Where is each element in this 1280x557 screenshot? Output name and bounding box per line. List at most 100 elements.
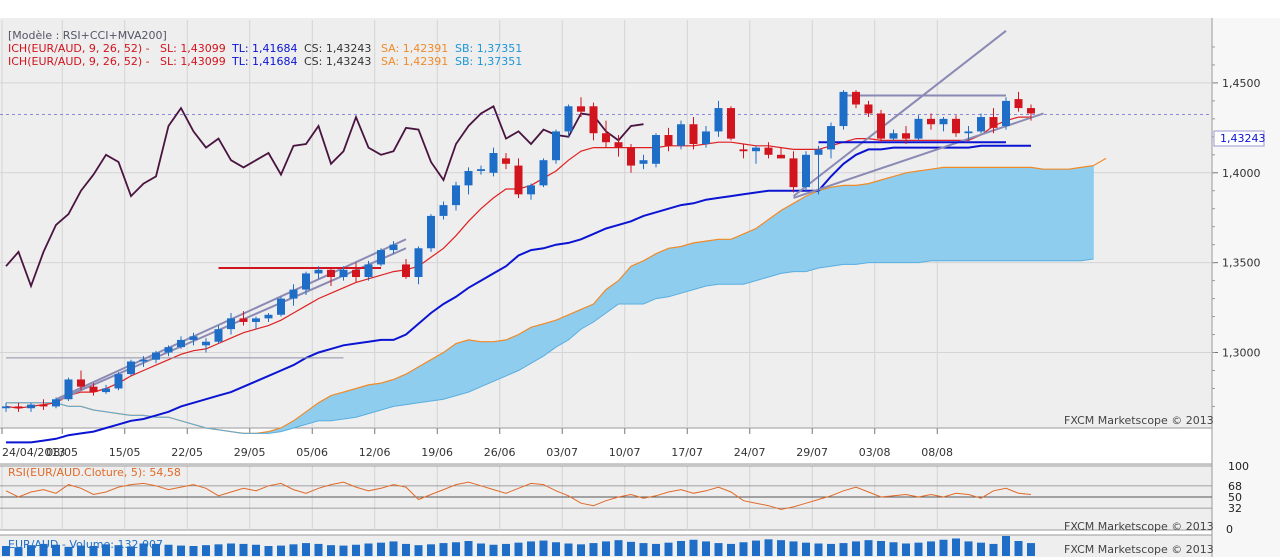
candle-body bbox=[502, 158, 510, 164]
cloud-segment-bullish bbox=[480, 341, 494, 388]
candle-body bbox=[539, 160, 548, 186]
candle bbox=[252, 316, 260, 330]
candle bbox=[389, 241, 398, 254]
volume-bar bbox=[1002, 536, 1010, 556]
candle bbox=[377, 248, 385, 267]
cloud-segment-bullish bbox=[343, 388, 357, 420]
candle bbox=[889, 129, 898, 141]
candle bbox=[864, 100, 873, 118]
volume-bar bbox=[989, 543, 998, 556]
cloud-segment-bullish bbox=[743, 228, 757, 285]
cloud-segment-bullish bbox=[918, 168, 932, 263]
candle-body bbox=[714, 108, 723, 132]
candle bbox=[264, 312, 273, 322]
cloud-segment-bullish bbox=[468, 339, 482, 393]
candle bbox=[77, 370, 85, 391]
cloud-segment-bullish bbox=[330, 391, 344, 422]
x-tick-label: 08/05 bbox=[46, 446, 78, 459]
volume-axis-zero: 0 bbox=[1226, 523, 1233, 536]
candle bbox=[852, 90, 860, 109]
candle bbox=[839, 90, 848, 130]
candle bbox=[477, 165, 485, 175]
candle-body bbox=[877, 113, 885, 139]
cloud-segment-bullish bbox=[430, 351, 444, 402]
cloud-segment-bullish bbox=[643, 253, 657, 305]
candle-body bbox=[439, 205, 448, 216]
candle-body bbox=[302, 273, 310, 290]
volume-bar bbox=[539, 540, 548, 556]
candle-body bbox=[852, 91, 860, 105]
candle bbox=[564, 104, 573, 137]
volume-bar bbox=[777, 540, 785, 556]
volume-bar bbox=[464, 541, 473, 556]
candle bbox=[89, 383, 98, 396]
ichimoku-sa-2: SA: 1,42391 bbox=[381, 55, 448, 68]
candle-body bbox=[252, 318, 260, 322]
candle-body bbox=[989, 117, 998, 128]
candle-body bbox=[939, 118, 948, 125]
cloud-segment-bullish bbox=[730, 233, 744, 285]
volume-bar bbox=[564, 543, 573, 556]
volume-bar bbox=[902, 543, 910, 556]
volume-bar bbox=[302, 543, 310, 556]
candle bbox=[814, 145, 823, 195]
x-tick-label: 15/05 bbox=[109, 446, 141, 459]
volume-bar bbox=[102, 544, 110, 556]
rsi-tick-label: 68 bbox=[1228, 480, 1242, 493]
cloud-segment-bullish bbox=[1030, 167, 1044, 262]
cloud-segment-bullish bbox=[380, 379, 394, 411]
volume-bar bbox=[39, 543, 48, 556]
y-tick-label: 1,4000 bbox=[1222, 167, 1261, 180]
candle bbox=[977, 113, 985, 134]
candle-body bbox=[702, 131, 710, 145]
volume-bar bbox=[64, 546, 73, 556]
candle-body bbox=[2, 406, 10, 409]
candle bbox=[364, 260, 373, 281]
trend-channel-line[interactable] bbox=[792, 29, 1007, 197]
candle bbox=[327, 268, 335, 287]
volume-bar bbox=[877, 541, 885, 556]
cloud-segment-bullish bbox=[793, 195, 807, 272]
candle bbox=[502, 153, 510, 170]
x-tick-label: 24/07 bbox=[734, 446, 766, 459]
candle-body bbox=[127, 361, 135, 375]
candle bbox=[214, 325, 223, 344]
ichimoku-sa-1: SA: 1,42391 bbox=[381, 42, 448, 55]
ichimoku-tl-1: TL: 1,41684 bbox=[231, 42, 298, 55]
candle bbox=[139, 356, 148, 367]
candle-body bbox=[689, 124, 698, 145]
candle-body bbox=[52, 399, 60, 407]
watermark-main: FXCM Marketscope © 2013 bbox=[1064, 414, 1214, 427]
cloud-segment-bullish bbox=[943, 167, 957, 262]
candle-body bbox=[977, 117, 985, 132]
candle bbox=[689, 117, 698, 150]
candle-body bbox=[589, 106, 598, 134]
senkou-span-b-line bbox=[6, 258, 1094, 434]
cloud-segment-bullish bbox=[355, 384, 369, 418]
candle bbox=[177, 336, 185, 349]
candle-body bbox=[352, 269, 360, 278]
cloud-segment-bullish bbox=[693, 240, 707, 291]
candle-body bbox=[214, 329, 223, 342]
volume-bar bbox=[327, 545, 335, 556]
volume-bar bbox=[14, 547, 23, 556]
candle-body bbox=[964, 131, 973, 134]
volume-bar bbox=[889, 542, 898, 556]
volume-bar bbox=[127, 546, 135, 556]
candle bbox=[152, 350, 160, 364]
ichimoku-sl-2: SL: 1,43099 bbox=[160, 55, 226, 68]
candle-body bbox=[814, 149, 823, 155]
volume-bar bbox=[339, 545, 348, 556]
volume-bar bbox=[239, 543, 248, 556]
candle-body bbox=[464, 170, 473, 186]
candle-body bbox=[764, 147, 773, 155]
candle bbox=[114, 372, 123, 391]
candle-body bbox=[327, 269, 335, 278]
candle bbox=[39, 399, 48, 411]
indicator-lines bbox=[5, 104, 1107, 444]
x-tick-label: 26/06 bbox=[484, 446, 516, 459]
candle bbox=[489, 147, 498, 177]
trend-channel-line[interactable] bbox=[793, 112, 1044, 199]
